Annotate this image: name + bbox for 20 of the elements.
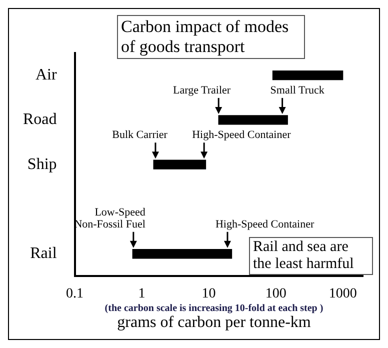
x-tick-label: 10 xyxy=(202,286,216,302)
y-tick-label: Rail xyxy=(30,245,58,262)
annotation: High-Speed Container xyxy=(215,218,314,230)
bar xyxy=(272,70,344,80)
x-tick-label: 0.1 xyxy=(66,286,84,302)
y-tick-label: Ship xyxy=(27,156,57,173)
annotation: Bulk Carrier xyxy=(112,128,168,141)
y-tick-label: Road xyxy=(22,111,57,128)
annotation: Rail and sea are the least harmful xyxy=(249,237,373,275)
x-tick-label: 1000 xyxy=(328,286,357,302)
chart-title: Carbon impact of modes of goods transport xyxy=(117,15,305,59)
y-tick-label: Air xyxy=(35,66,58,84)
x-tick-label: 100 xyxy=(265,286,286,302)
x-tick-label: 1 xyxy=(138,286,146,302)
x-axis-title: grams of carbon per tonne-km xyxy=(116,314,312,332)
bar xyxy=(153,160,206,170)
annotation: Small Truck xyxy=(270,84,325,96)
text: (the carbon scale is increasing 10-fold at each step ) xyxy=(104,303,324,314)
annotation: High-Speed Container xyxy=(192,128,292,141)
annotation: Large Trailer xyxy=(173,84,231,96)
